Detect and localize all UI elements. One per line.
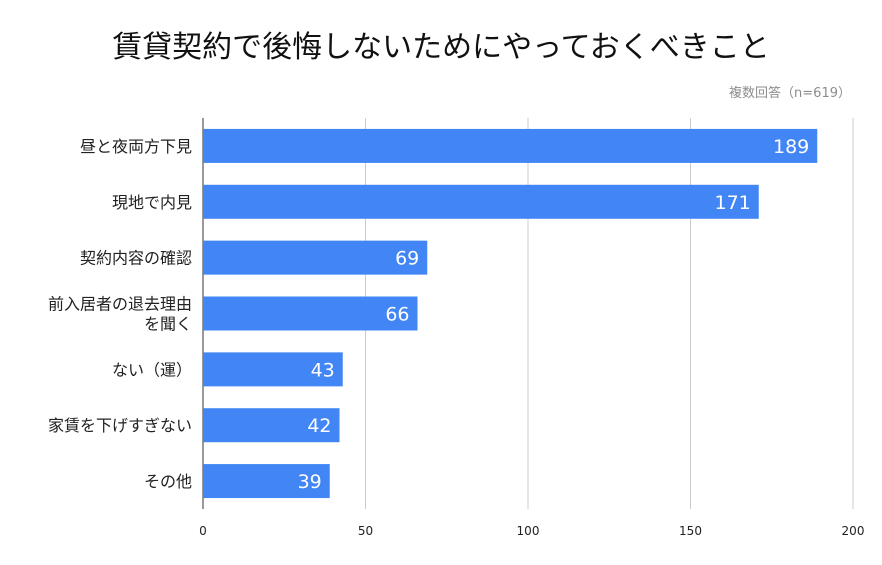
bar bbox=[203, 352, 343, 387]
gridlines bbox=[365, 118, 854, 509]
category-label: を聞く bbox=[144, 315, 192, 334]
category-label: 現地で内見 bbox=[112, 193, 192, 212]
bar bbox=[203, 464, 330, 499]
data-label: 43 bbox=[311, 359, 335, 381]
x-tick-label: 100 bbox=[517, 524, 540, 538]
category-label: 家賃を下げすぎない bbox=[48, 416, 192, 435]
category-label: 前入居者の退去理由 bbox=[48, 295, 192, 314]
bars: 189 171 69 66 43 42 39 bbox=[203, 128, 818, 499]
x-tick-labels: 0 50 100 150 200 bbox=[199, 524, 864, 538]
category-label: その他 bbox=[144, 472, 192, 491]
category-label: 昼と夜両方下見 bbox=[80, 137, 192, 156]
data-label: 39 bbox=[298, 471, 322, 493]
chart-title: 賃貸契約で後悔しないためにやっておくべきこと bbox=[112, 30, 770, 65]
category-label: ない（運） bbox=[112, 360, 192, 379]
data-label: 66 bbox=[385, 304, 409, 326]
data-label: 69 bbox=[395, 248, 419, 270]
x-tick-label: 0 bbox=[199, 524, 207, 538]
category-label: 契約内容の確認 bbox=[80, 249, 192, 268]
data-label: 42 bbox=[307, 415, 331, 437]
data-label: 171 bbox=[714, 192, 750, 214]
bar bbox=[203, 296, 418, 331]
bar bbox=[203, 184, 759, 219]
x-tick-label: 50 bbox=[358, 524, 373, 538]
data-label: 189 bbox=[773, 136, 809, 158]
bar bbox=[203, 408, 340, 443]
x-tick-label: 200 bbox=[842, 524, 865, 538]
bar bbox=[203, 240, 428, 275]
chart-subtitle: 複数回答（n=619） bbox=[729, 86, 851, 101]
x-tick-label: 150 bbox=[679, 524, 702, 538]
bar bbox=[203, 128, 818, 163]
